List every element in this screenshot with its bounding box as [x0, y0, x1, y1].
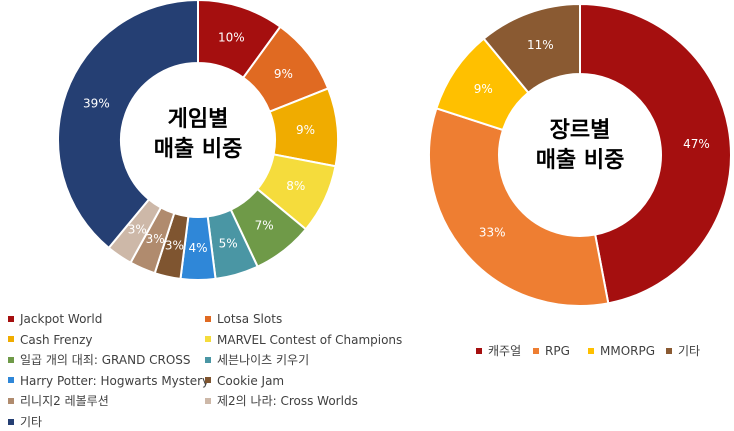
legend-label: MMORPG — [600, 344, 656, 358]
legend-label: Harry Potter: Hogwarts Mystery — [20, 373, 210, 388]
legend-label: 캐주얼 — [488, 344, 522, 358]
legend-swatch — [205, 336, 211, 343]
legend-swatch — [8, 397, 14, 404]
legend-game-item: 제2의 나라: Cross Worlds — [205, 394, 358, 408]
legend-label: 기타 — [678, 344, 701, 358]
donut1-slice-label-5: 5% — [219, 237, 238, 251]
legend-game-item: Jackpot World — [8, 312, 102, 326]
legend-label: MARVEL Contest of Champions — [217, 332, 403, 347]
legend-swatch — [8, 315, 14, 322]
donut2-slice-0 — [579, 2, 732, 305]
donut1-slice-label-4: 7% — [255, 218, 274, 232]
legend-game-item: MARVEL Contest of Champions — [205, 333, 402, 347]
legend-game-item: Harry Potter: Hogwarts Mystery — [8, 374, 209, 388]
donut1-slice-label-10: 39% — [83, 96, 110, 110]
legend-game-item: Cookie Jam — [205, 374, 284, 388]
donut1-slice-label-9: 3% — [128, 222, 147, 236]
legend-label: RPG — [545, 344, 570, 358]
donut2-slice-3 — [482, 2, 581, 94]
donut-chart-game: 10%9%9%8%7%5%4%3%3%3%39% — [57, 0, 339, 281]
legend-swatch — [8, 356, 14, 363]
legend-label: 리니지2 레볼루션 — [20, 394, 109, 409]
legend-label: 제2의 나라: Cross Worlds — [217, 394, 358, 409]
legend-label: 일곱 개의 대죄: GRAND CROSS — [20, 353, 191, 368]
legend-genre-item: RPG — [533, 344, 570, 358]
legend-game-item: 리니지2 레볼루션 — [8, 394, 109, 408]
donut2-slice-1 — [428, 107, 610, 307]
legend-game-item: 세븐나이츠 키우기 — [205, 353, 309, 367]
donut2-slice-label-3: 11% — [527, 38, 554, 52]
donut-chart-genre: 47% 33% 9% 11% — [428, 2, 732, 307]
legend-swatch — [205, 377, 211, 384]
legend-swatch — [8, 418, 14, 425]
donut1-center-title-line1: 게임별 — [168, 107, 229, 132]
legend-genre-item: MMORPG — [588, 344, 655, 358]
donut1-slice-label-0: 10% — [218, 30, 245, 44]
donut2-center-title-line2: 매출 비중 — [536, 148, 625, 173]
legend-swatch — [205, 356, 211, 363]
legend-swatch — [8, 377, 14, 384]
legend-genre: 캐주얼 RPG MMORPG 기타 — [476, 344, 726, 360]
legend-game-item: Lotsa Slots — [205, 312, 282, 326]
donut1-slice-label-8: 3% — [146, 232, 165, 246]
legend-game: Jackpot World Lotsa Slots Cash Frenzy MARVE… — [8, 312, 428, 430]
legend-label: Cookie Jam — [217, 373, 285, 388]
donut2-slice-label-2: 9% — [474, 82, 493, 96]
legend-swatch — [588, 347, 594, 354]
legend-genre-item: 캐주얼 — [476, 344, 521, 358]
legend-swatch — [666, 347, 672, 354]
donut2-slice-label-1: 33% — [479, 225, 506, 239]
legend-genre-item: 기타 — [666, 344, 700, 358]
legend-label: Jackpot World — [20, 312, 103, 326]
donut1-slice-label-6: 4% — [188, 241, 207, 255]
legend-swatch — [476, 347, 482, 354]
donut1-center-title-line2: 매출 비중 — [154, 137, 243, 162]
donut1-slice-label-3: 8% — [286, 179, 305, 193]
donut1-slice-label-1: 9% — [274, 67, 293, 81]
legend-label: Lotsa Slots — [217, 312, 283, 326]
legend-game-item: Cash Frenzy — [8, 333, 93, 347]
donut1-slice-label-2: 9% — [296, 123, 315, 137]
legend-swatch — [205, 397, 211, 404]
donut2-center-title-line1: 장르별 — [550, 118, 611, 143]
legend-swatch — [205, 315, 211, 322]
legend-label: 세븐나이츠 키우기 — [217, 353, 310, 368]
legend-game-item: 기타 — [8, 415, 42, 429]
legend-swatch — [533, 347, 539, 354]
legend-label: Cash Frenzy — [20, 332, 93, 347]
legend-game-item: 일곱 개의 대죄: GRAND CROSS — [8, 353, 191, 367]
donut2-slice-label-0: 47% — [683, 137, 710, 151]
donut1-slice-label-7: 3% — [165, 238, 184, 252]
legend-label: 기타 — [20, 415, 43, 429]
donut1-slice-10 — [57, 0, 199, 250]
legend-swatch — [8, 336, 14, 343]
